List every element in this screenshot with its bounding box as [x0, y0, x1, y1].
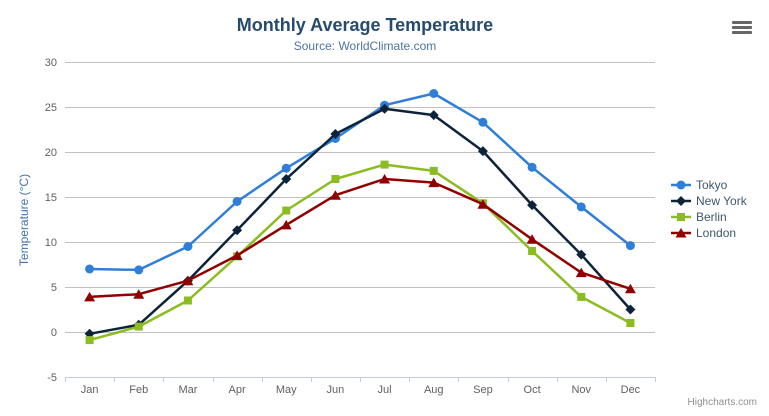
- data-point-berlin[interactable]: [134, 322, 143, 331]
- series-new-york: [84, 103, 636, 339]
- y-axis-label: 30: [45, 57, 57, 69]
- data-point-tokyo[interactable]: [429, 89, 439, 98]
- x-axis-label: Oct: [524, 384, 541, 396]
- x-axis-label: Apr: [229, 384, 246, 396]
- data-point-berlin[interactable]: [528, 247, 537, 255]
- x-axis-label: Dec: [621, 384, 641, 396]
- data-point-new-york[interactable]: [428, 110, 439, 121]
- series-line-berlin: [88, 163, 632, 342]
- data-point-tokyo[interactable]: [183, 242, 193, 251]
- legend-label: Berlin: [696, 210, 727, 224]
- data-point-berlin[interactable]: [577, 292, 586, 301]
- data-point-london[interactable]: [84, 291, 96, 302]
- y-axis-label: 25: [45, 102, 57, 114]
- series-line-tokyo: [88, 92, 632, 272]
- legend-marker[interactable]: [676, 180, 686, 190]
- triangle-marker-icon: [671, 228, 691, 238]
- x-axis-label: Nov: [571, 384, 591, 396]
- chart-subtitle: Source: WorldClimate.com: [293, 39, 437, 53]
- legend-marker[interactable]: [677, 213, 685, 221]
- data-point-tokyo[interactable]: [625, 241, 635, 251]
- data-point-tokyo[interactable]: [478, 117, 488, 127]
- legend-label: New York: [696, 194, 747, 208]
- data-point-berlin[interactable]: [183, 296, 192, 305]
- series-line-london: [88, 177, 632, 299]
- x-axis-label: May: [276, 384, 297, 396]
- data-point-london[interactable]: [575, 267, 587, 278]
- data-point-london[interactable]: [477, 199, 489, 209]
- x-axis-label: Jan: [81, 384, 99, 396]
- data-point-berlin[interactable]: [429, 166, 438, 175]
- x-axis-label: Jun: [327, 384, 345, 396]
- data-point-new-york[interactable]: [576, 249, 587, 260]
- data-point-london[interactable]: [280, 219, 292, 230]
- diamond-marker-icon: [671, 196, 691, 206]
- y-axis-label: 5: [51, 282, 57, 294]
- data-point-london[interactable]: [379, 174, 391, 184]
- data-point-tokyo[interactable]: [134, 265, 144, 275]
- legend-item-new-york[interactable]: New York: [671, 193, 747, 209]
- legend-marker[interactable]: [675, 228, 687, 238]
- hamburger-icon: [732, 21, 752, 34]
- legend-label: Tokyo: [696, 178, 728, 192]
- data-point-tokyo[interactable]: [232, 197, 242, 206]
- data-point-tokyo[interactable]: [281, 163, 291, 173]
- data-point-new-york[interactable]: [379, 103, 390, 114]
- export-menu-button[interactable]: [730, 17, 754, 37]
- x-axis-label: Mar: [178, 384, 197, 396]
- y-axis-label: 15: [45, 192, 57, 204]
- data-point-berlin[interactable]: [380, 160, 389, 169]
- data-point-tokyo[interactable]: [576, 202, 586, 212]
- data-point-london[interactable]: [428, 177, 440, 188]
- y-axis-label: 20: [45, 147, 57, 159]
- x-axis-label: Sep: [473, 384, 493, 396]
- x-axis-label: Jul: [378, 384, 392, 396]
- legend-item-berlin[interactable]: Berlin: [671, 209, 747, 225]
- square-marker-icon: [671, 213, 691, 221]
- circle-marker-icon: [671, 180, 691, 190]
- data-point-tokyo[interactable]: [527, 162, 537, 172]
- data-point-london[interactable]: [182, 275, 194, 286]
- series-tokyo: [85, 89, 635, 275]
- y-axis-label: 10: [45, 237, 57, 249]
- series-london: [84, 174, 636, 302]
- data-point-new-york[interactable]: [281, 174, 292, 184]
- highcharts-credit-link[interactable]: Highcharts.com: [687, 397, 757, 408]
- data-point-new-york[interactable]: [527, 200, 538, 211]
- data-point-new-york[interactable]: [330, 129, 341, 139]
- data-point-berlin[interactable]: [85, 336, 94, 345]
- data-point-berlin[interactable]: [282, 206, 291, 215]
- data-point-london[interactable]: [133, 289, 145, 299]
- data-point-london[interactable]: [624, 283, 636, 294]
- x-axis-label: Feb: [129, 384, 148, 396]
- data-point-new-york[interactable]: [625, 304, 636, 315]
- legend-label: London: [696, 226, 737, 240]
- data-point-london[interactable]: [526, 234, 538, 244]
- y-axis-label: 0: [51, 327, 57, 339]
- data-point-new-york[interactable]: [477, 146, 488, 157]
- data-point-tokyo[interactable]: [85, 264, 95, 274]
- data-point-berlin[interactable]: [626, 319, 635, 327]
- data-point-new-york[interactable]: [232, 225, 243, 236]
- legend-item-london[interactable]: London: [671, 225, 747, 241]
- legend-marker[interactable]: [676, 196, 686, 206]
- data-point-berlin[interactable]: [331, 175, 340, 183]
- legend: Tokyo New York Berlin London: [671, 177, 747, 241]
- y-axis-label: -5: [47, 372, 57, 384]
- yaxis-title: Temperature (°C): [17, 173, 31, 267]
- chart-title: Monthly Average Temperature: [236, 15, 494, 35]
- series-line-new-york: [88, 107, 632, 336]
- data-point-london[interactable]: [231, 250, 243, 261]
- data-point-london[interactable]: [329, 190, 341, 200]
- x-axis-label: Aug: [424, 384, 444, 396]
- legend-item-tokyo[interactable]: Tokyo: [671, 177, 747, 193]
